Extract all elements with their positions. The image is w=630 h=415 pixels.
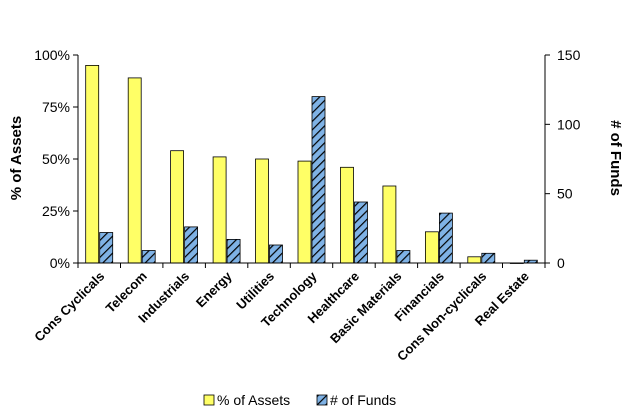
left-tick-label: 50% xyxy=(42,151,70,167)
legend-swatch-assets xyxy=(203,394,215,406)
bar-funds xyxy=(141,250,156,264)
bar-funds xyxy=(396,250,411,264)
right-tick-label: 50 xyxy=(557,186,573,202)
bar-funds xyxy=(226,238,241,264)
bar-assets xyxy=(85,65,100,264)
left-tick-label: 75% xyxy=(42,99,70,115)
bar-funds xyxy=(269,244,283,264)
bar-funds xyxy=(311,96,326,264)
category-label: Energy xyxy=(193,268,235,310)
legend-label-funds: # of Funds xyxy=(330,392,396,408)
bar-assets xyxy=(255,158,269,264)
left-tick-label: 0% xyxy=(50,255,70,271)
legend-swatch-funds xyxy=(316,394,328,406)
bar-assets xyxy=(212,156,227,264)
right-tick-label: 150 xyxy=(557,47,581,63)
right-axis-ticks: 0 50 100 150 xyxy=(545,47,581,271)
bar-funds xyxy=(99,232,114,264)
bar-assets xyxy=(297,160,312,264)
category-label: Cons Cyclicals xyxy=(31,269,107,345)
legend-label-assets: % of Assets xyxy=(217,392,290,408)
right-tick-label: 100 xyxy=(557,116,581,132)
right-axis-title: # of Funds xyxy=(607,120,624,196)
plot-area xyxy=(77,55,546,268)
right-tick-label: 0 xyxy=(557,255,565,271)
bar-assets xyxy=(382,185,397,264)
left-tick-label: 100% xyxy=(34,47,70,63)
bar-assets xyxy=(170,150,185,264)
bar-funds xyxy=(354,201,368,264)
bar-assets xyxy=(467,256,482,264)
legend: % of Assets # of Funds xyxy=(203,392,396,408)
bar-assets xyxy=(340,166,354,264)
left-axis-ticks: 0% 25% 50% 75% 100% xyxy=(34,47,78,271)
left-axis-title: % of Assets xyxy=(8,116,25,200)
bar-assets xyxy=(127,77,142,264)
bar-funds xyxy=(481,252,496,264)
bar-funds xyxy=(438,212,453,264)
bar-assets xyxy=(424,231,439,264)
bar-funds xyxy=(184,226,199,264)
left-tick-label: 25% xyxy=(42,203,70,219)
